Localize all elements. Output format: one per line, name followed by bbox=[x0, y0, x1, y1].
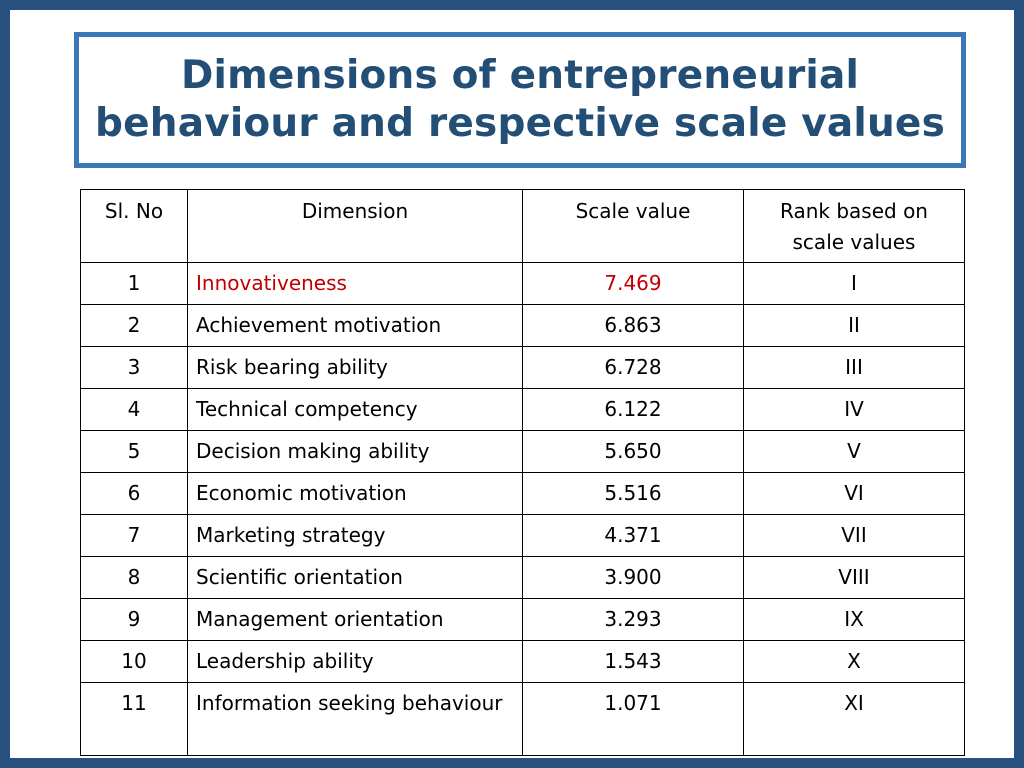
table-row: 9 Management orientation 3.293 IX bbox=[80, 598, 965, 641]
cell-scale-value: 3.293 bbox=[522, 598, 744, 641]
cell-rank: V bbox=[743, 430, 965, 473]
cell-sl-no: 4 bbox=[80, 388, 188, 431]
cell-dimension: Decision making ability bbox=[187, 430, 523, 473]
header-dimension: Dimension bbox=[187, 189, 523, 263]
table-row: 4 Technical competency 6.122 IV bbox=[80, 388, 965, 431]
cell-rank: VI bbox=[743, 472, 965, 515]
table-row: 2 Achievement motivation 6.863 II bbox=[80, 304, 965, 347]
cell-sl-no: 6 bbox=[80, 472, 188, 515]
cell-dimension: Risk bearing ability bbox=[187, 346, 523, 389]
title-line-2: behaviour and respective scale values bbox=[94, 101, 945, 146]
table-row: 8 Scientific orientation 3.900 VIII bbox=[80, 556, 965, 599]
cell-dimension: Management orientation bbox=[187, 598, 523, 641]
table-row: 3 Risk bearing ability 6.728 III bbox=[80, 346, 965, 389]
cell-rank: II bbox=[743, 304, 965, 347]
cell-dimension: Scientific orientation bbox=[187, 556, 523, 599]
cell-scale-value: 4.371 bbox=[522, 514, 744, 557]
cell-scale-value: 6.122 bbox=[522, 388, 744, 431]
cell-dimension: Information seeking behaviour bbox=[187, 682, 523, 756]
cell-rank: X bbox=[743, 640, 965, 683]
cell-rank: I bbox=[743, 262, 965, 305]
title-line-1: Dimensions of entrepreneurial bbox=[180, 53, 860, 98]
cell-rank: III bbox=[743, 346, 965, 389]
cell-scale-value: 5.516 bbox=[522, 472, 744, 515]
cell-dimension: Economic motivation bbox=[187, 472, 523, 515]
title-box: Dimensions of entrepreneurial behaviour … bbox=[74, 32, 966, 168]
cell-scale-value: 1.543 bbox=[522, 640, 744, 683]
table-row: 6 Economic motivation 5.516 VI bbox=[80, 472, 965, 515]
cell-dimension: Technical competency bbox=[187, 388, 523, 431]
table-row: 1 Innovativeness 7.469 I bbox=[80, 262, 965, 305]
cell-sl-no: 8 bbox=[80, 556, 188, 599]
dimensions-table: Sl. No Dimension Scale value Rank based … bbox=[80, 189, 965, 756]
header-sl-no: Sl. No bbox=[80, 189, 188, 263]
cell-sl-no: 1 bbox=[80, 262, 188, 305]
table-header-row: Sl. No Dimension Scale value Rank based … bbox=[80, 189, 965, 263]
cell-scale-value: 1.071 bbox=[522, 682, 744, 756]
cell-scale-value: 6.863 bbox=[522, 304, 744, 347]
cell-scale-value: 6.728 bbox=[522, 346, 744, 389]
cell-rank: VIII bbox=[743, 556, 965, 599]
cell-dimension: Achievement motivation bbox=[187, 304, 523, 347]
cell-dimension: Innovativeness bbox=[187, 262, 523, 305]
cell-scale-value: 7.469 bbox=[522, 262, 744, 305]
cell-rank: XI bbox=[743, 682, 965, 756]
cell-scale-value: 3.900 bbox=[522, 556, 744, 599]
cell-sl-no: 5 bbox=[80, 430, 188, 473]
table-row: 11 Information seeking behaviour 1.071 X… bbox=[80, 682, 965, 756]
header-rank: Rank based on scale values bbox=[743, 189, 965, 263]
cell-sl-no: 11 bbox=[80, 682, 188, 756]
cell-rank: VII bbox=[743, 514, 965, 557]
cell-rank: IX bbox=[743, 598, 965, 641]
cell-rank: IV bbox=[743, 388, 965, 431]
cell-sl-no: 10 bbox=[80, 640, 188, 683]
slide-title: Dimensions of entrepreneurial behaviour … bbox=[95, 52, 945, 148]
cell-sl-no: 9 bbox=[80, 598, 188, 641]
cell-dimension: Marketing strategy bbox=[187, 514, 523, 557]
cell-sl-no: 2 bbox=[80, 304, 188, 347]
cell-sl-no: 7 bbox=[80, 514, 188, 557]
table-row: 7 Marketing strategy 4.371 VII bbox=[80, 514, 965, 557]
cell-sl-no: 3 bbox=[80, 346, 188, 389]
table-row: 5 Decision making ability 5.650 V bbox=[80, 430, 965, 473]
table-row: 10 Leadership ability 1.543 X bbox=[80, 640, 965, 683]
cell-scale-value: 5.650 bbox=[522, 430, 744, 473]
cell-dimension: Leadership ability bbox=[187, 640, 523, 683]
header-scale-value: Scale value bbox=[522, 189, 744, 263]
